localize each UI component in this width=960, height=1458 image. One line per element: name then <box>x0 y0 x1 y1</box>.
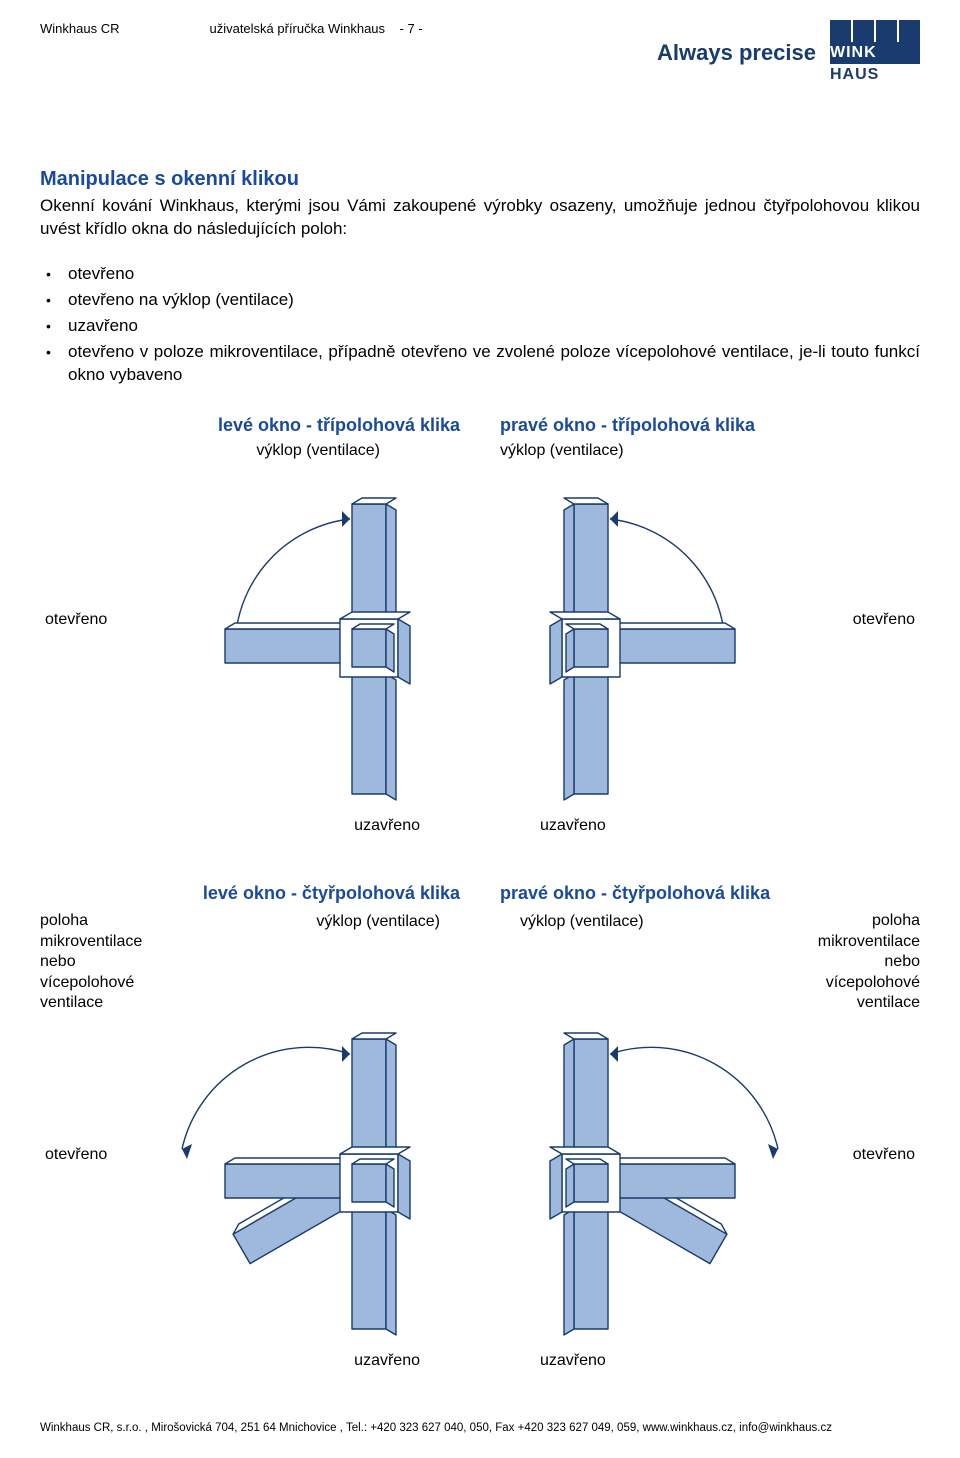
company-short: Winkhaus CR <box>40 20 119 38</box>
handle-diagram-4pos-right <box>480 1014 800 1344</box>
four-position-sublabels: poloha mikroventilace nebo vícepolohové … <box>40 911 920 1013</box>
micro-label-left: poloha mikroventilace nebo vícepolohové … <box>40 911 142 1013</box>
tilt-label-left-4: výklop (ventilace) <box>316 911 440 1013</box>
three-position-titles: levé okno - třípolohová klika výklop (ve… <box>40 413 920 462</box>
closed-labels-3pos: uzavřeno uzavřeno <box>40 815 920 837</box>
tagline: Always precise <box>657 38 816 68</box>
header-right: Always precise WINK HAUS <box>657 20 920 86</box>
open-label-left: otevřeno <box>45 609 107 631</box>
closed-label: uzavřeno <box>354 1350 420 1372</box>
open-label-right-4: otevřeno <box>853 1144 915 1166</box>
open-label-right: otevřeno <box>853 609 915 631</box>
four-right-title: pravé okno - čtyřpolohová klika <box>500 881 900 905</box>
list-item: uzavřeno <box>68 315 920 338</box>
page-footer: Winkhaus CR, s.r.o. , Mirošovická 704, 2… <box>40 1401 920 1437</box>
closed-labels-4pos: uzavřeno uzavřeno <box>40 1350 920 1372</box>
three-position-diagrams: otevřeno <box>40 479 920 809</box>
closed-label: uzavřeno <box>354 815 420 837</box>
four-position-titles: levé okno - čtyřpolohová klika pravé okn… <box>40 881 920 908</box>
handle-diagram-3pos-right <box>480 479 780 809</box>
open-label-left-4: otevřeno <box>45 1144 107 1166</box>
three-left-title: levé okno - třípolohová klika <box>60 413 460 437</box>
list-item: otevřeno <box>68 263 920 286</box>
page-header: Winkhaus CR uživatelská příručka Winkhau… <box>40 20 920 86</box>
handle-diagram-3pos-left <box>180 479 480 809</box>
list-item: otevřeno na výklop (ventilace) <box>68 289 920 312</box>
intro-text: Okenní kování Winkhaus, kterými jsou Vám… <box>40 195 920 241</box>
four-left-title: levé okno - čtyřpolohová klika <box>60 881 460 905</box>
doc-title-page: uživatelská příručka Winkhaus - 7 - <box>209 20 422 38</box>
position-list: otevřeno otevřeno na výklop (ventilace) … <box>40 263 920 387</box>
tilt-label-left: výklop (ventilace) <box>60 440 460 462</box>
micro-label-right: poloha mikroventilace nebo vícepolohové … <box>818 911 920 1013</box>
closed-label: uzavřeno <box>540 1350 606 1372</box>
winkhaus-logo: WINK HAUS <box>830 20 920 86</box>
handle-diagram-4pos-left <box>160 1014 480 1344</box>
four-position-diagrams: otevřeno <box>40 1014 920 1344</box>
tilt-label-right-4: výklop (ventilace) <box>520 911 644 1013</box>
list-item: otevřeno v poloze mikroventilace, případ… <box>68 341 920 387</box>
tilt-label-right: výklop (ventilace) <box>500 440 900 462</box>
three-right-title: pravé okno - třípolohová klika <box>500 413 900 437</box>
closed-label: uzavřeno <box>540 815 606 837</box>
section-title: Manipulace s okenní klikou <box>40 166 920 193</box>
header-left: Winkhaus CR uživatelská příručka Winkhau… <box>40 20 423 38</box>
